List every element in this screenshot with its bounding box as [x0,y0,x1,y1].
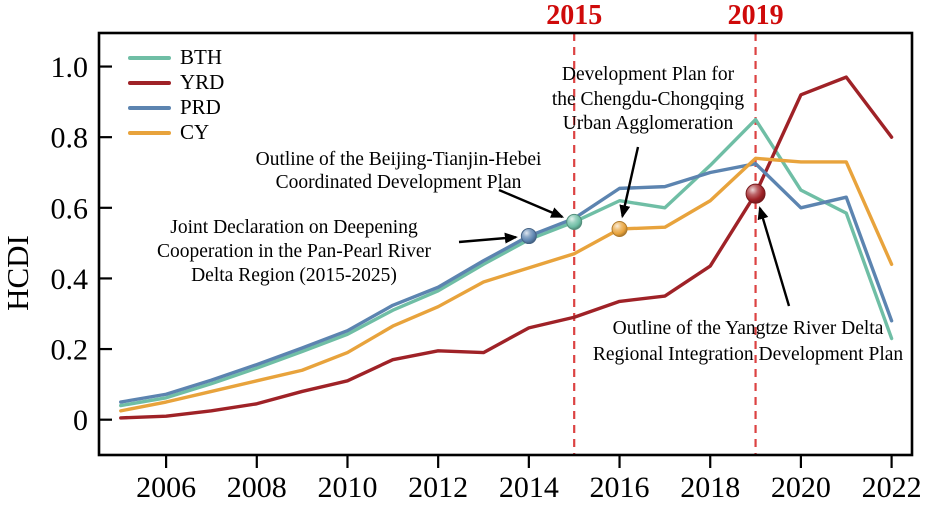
annotation-text: Development Plan for [561,64,735,85]
y-tick-label: 0.4 [51,263,89,296]
event-marker-prd-2014 [520,228,537,245]
legend-item-prd: PRD [128,95,224,120]
y-tick-label: 0 [73,404,88,437]
annotation-text: Outline of the Yangtze River Delta [612,318,884,339]
legend-label-yrd: YRD [180,70,225,94]
series-line-cy [119,156,894,413]
annotation-cy-plan: Development Plan for the Chengdu-Chongqi… [537,63,759,137]
series-line-yrd [119,75,894,420]
series-line-bth [119,117,894,408]
annotation-yrd-plan: Outline of the Yangtze River Delta Regio… [574,316,922,367]
annotation-text: Outline of the Beijing-Tianjin-Hebei [255,149,542,170]
annotation-arrow-yrd [757,206,791,307]
legend-line-prd-icon [128,105,171,110]
annotation-text: the Chengdu-Chongqing [551,88,745,110]
x-tick-label: 2008 [227,471,287,504]
legend-line-yrd-icon [128,80,171,85]
x-tick-label: 2006 [136,471,196,504]
y-tick-label: 0.2 [51,334,89,367]
x-tick-label: 2018 [680,471,740,504]
annotation-text: Urban Agglomeration [562,113,734,134]
event-year-label-2015: 2015 [546,0,603,31]
x-tick-label: 2012 [408,471,468,504]
legend: BTH YRD PRD CY [128,45,224,145]
annotation-arrow-prd [458,232,518,244]
event-year-label-2019: 2019 [727,0,784,31]
x-tick-label: 2020 [771,471,831,504]
x-tick-label: 2014 [499,471,559,504]
plot-border [97,31,914,457]
annotation-arrow-cy [619,146,640,219]
annotation-arrow-bth [498,188,565,218]
annotation-text: Coordinated Development Plan [275,171,522,193]
legend-item-bth: BTH [128,45,224,70]
y-tick-label: 1.0 [51,51,89,84]
annotation-text: Delta Region (2015-2025) [191,265,397,286]
legend-label-bth: BTH [180,45,222,69]
annotation-text: Joint Declaration on Deepening [170,217,418,238]
y-axis-title: HCDI [0,235,35,311]
event-marker-bth-2015 [566,213,583,230]
x-tick-label: 2016 [590,471,650,504]
y-tick-label: 0.8 [51,122,89,155]
legend-item-yrd: YRD [128,70,224,95]
legend-line-cy-icon [128,130,171,135]
x-tick-label: 2022 [862,471,922,504]
legend-item-cy: CY [128,120,224,145]
x-tick-label: 2010 [317,471,377,504]
y-tick-label: 0.6 [51,192,89,225]
event-marker-cy-2016 [611,220,628,237]
annotation-text: Cooperation in the Pan-Pearl River [156,241,432,262]
legend-line-bth-icon [128,55,171,60]
series-line-prd [119,161,894,404]
annotation-prd-declaration: Joint Declaration on Deepening Cooperati… [148,216,440,288]
event-marker-yrd-2019 [745,183,766,204]
legend-label-prd: PRD [180,95,221,119]
annotation-bth-plan: Outline of the Beijing-Tianjin-Hebei Coo… [226,149,571,194]
annotation-text: Regional Integration Development Plan [592,343,904,365]
legend-label-cy: CY [180,120,210,144]
